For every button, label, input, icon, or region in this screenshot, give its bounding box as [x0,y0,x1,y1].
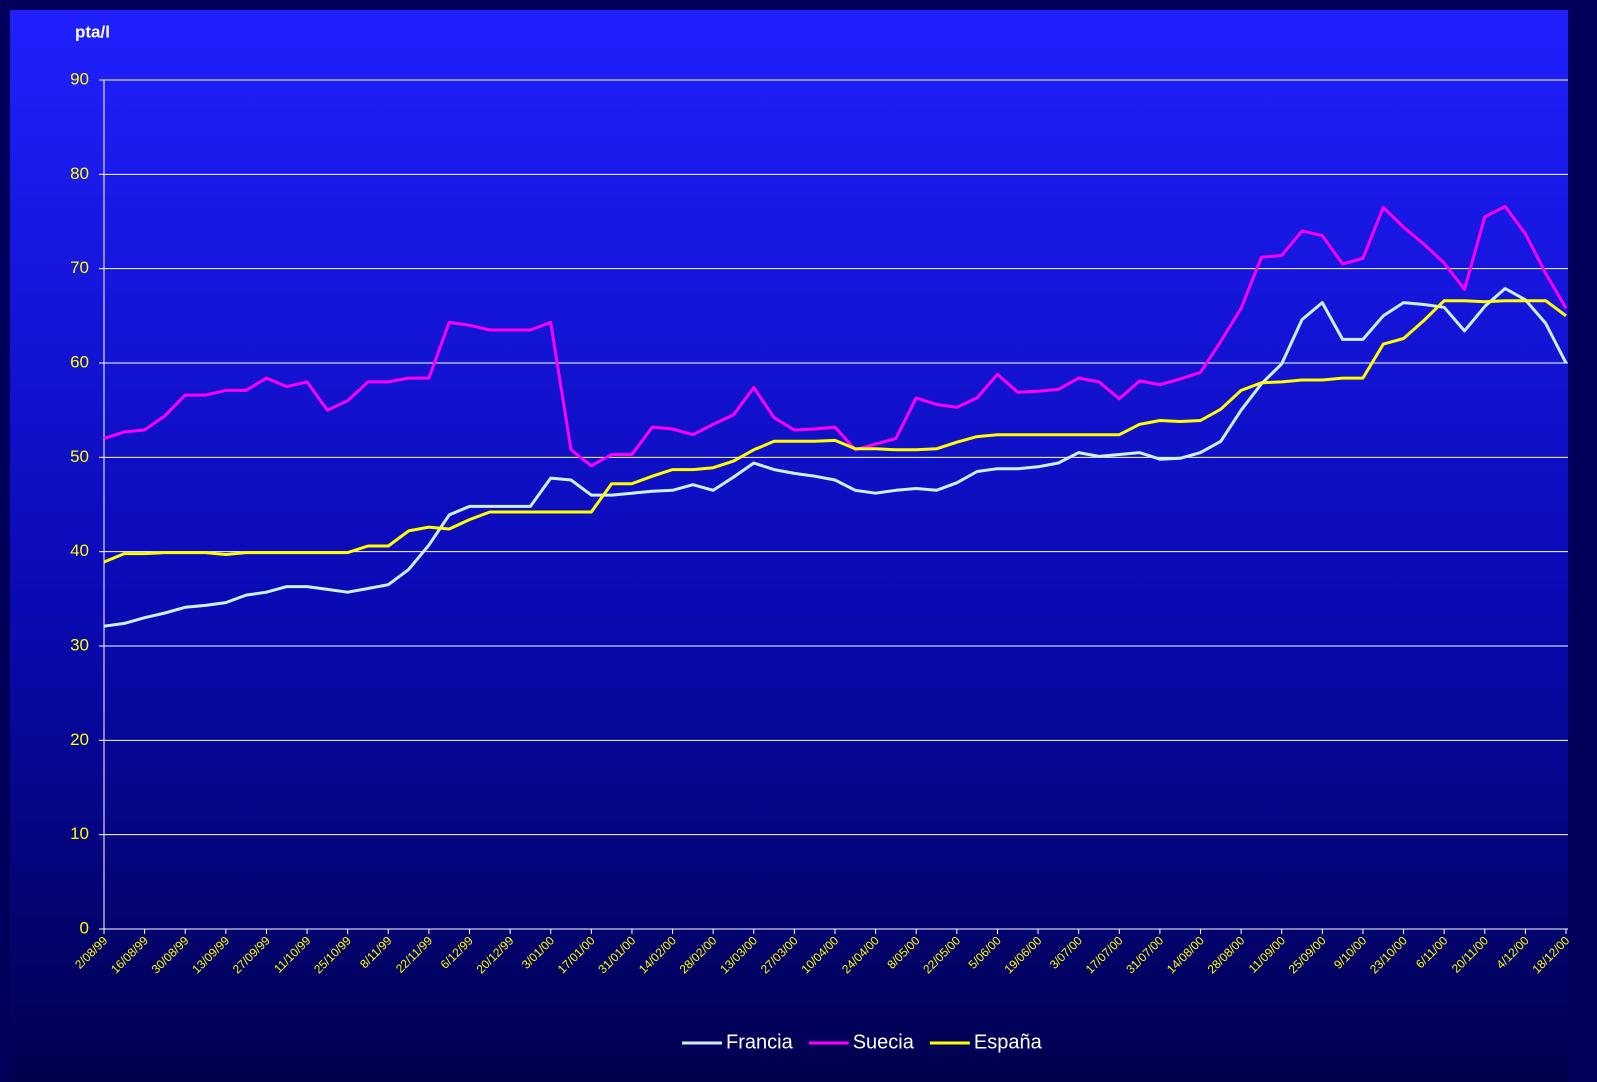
y-tick-label: 30 [70,635,89,654]
y-tick-label: 40 [70,541,89,560]
y-tick-label: 50 [70,447,89,466]
y-tick-label: 60 [70,352,89,371]
y-tick-label: 70 [70,258,89,277]
legend-label: Francia [726,1031,794,1053]
legend-label: España [974,1031,1043,1053]
background [10,10,1568,1082]
series-line [103,299,1567,564]
y-axis-label: pta/l [75,22,110,41]
y-tick-label: 10 [70,824,89,843]
y-tick-label: 80 [70,164,89,183]
legend-label: Suecia [853,1031,915,1053]
y-tick-label: 90 [70,69,89,88]
series-line [103,287,1568,628]
y-tick-label: 20 [70,730,89,749]
y-tick-label: 0 [80,918,89,937]
series-line [103,204,1568,468]
